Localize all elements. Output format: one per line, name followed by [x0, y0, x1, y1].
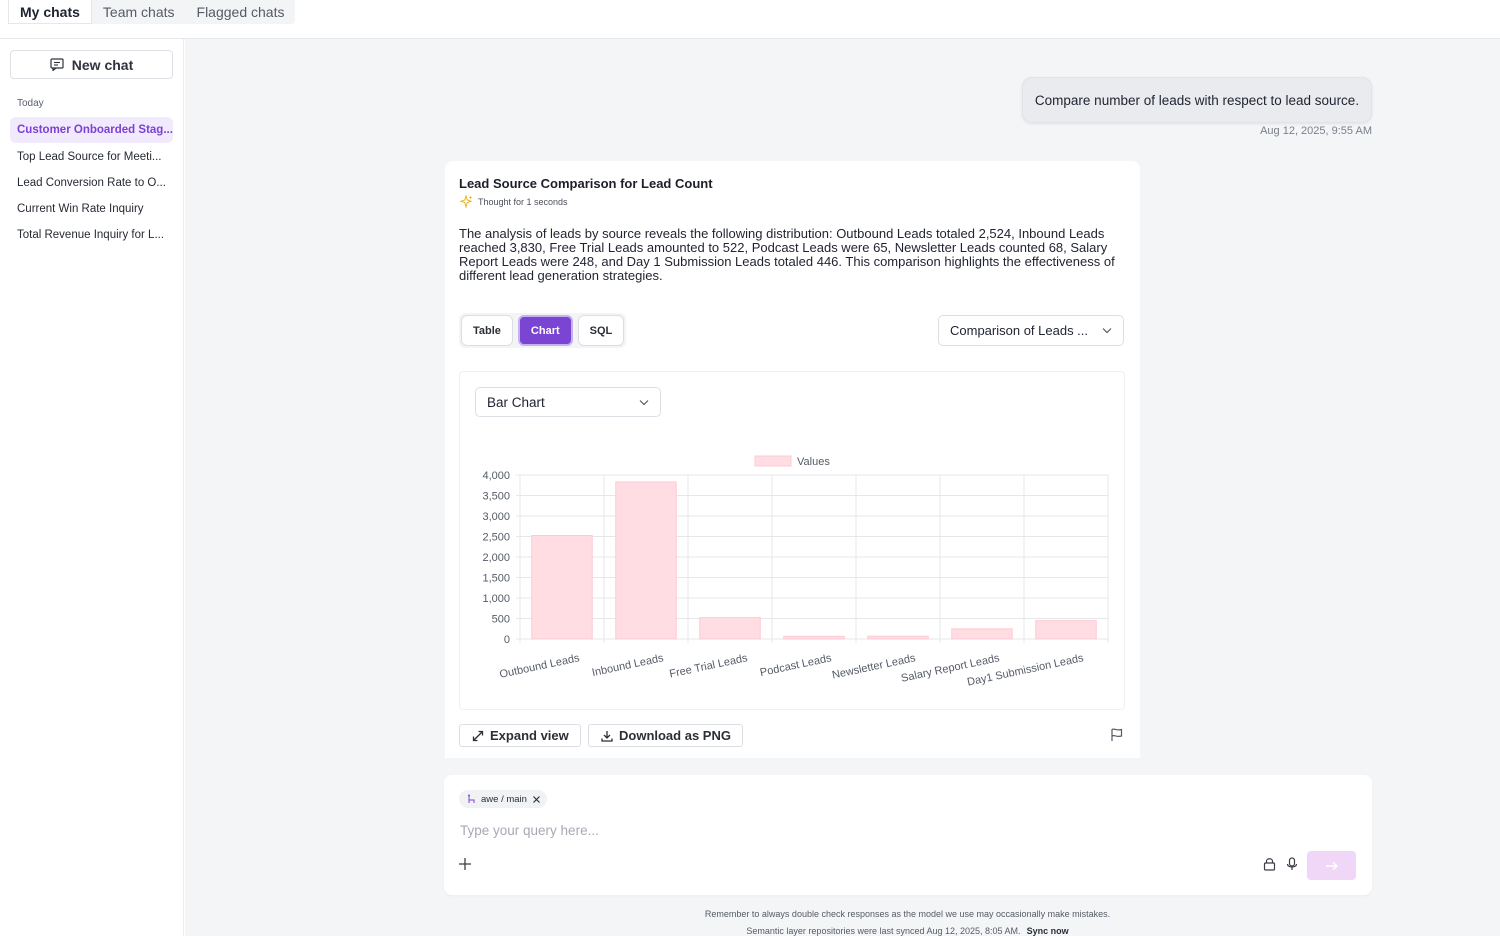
- x-tick-label: Outbound Leads: [499, 652, 582, 681]
- flag-icon[interactable]: [1110, 728, 1123, 742]
- bar: [1035, 620, 1097, 640]
- new-chat-button[interactable]: New chat: [10, 50, 173, 79]
- history-item-lead-conversion[interactable]: Lead Conversion Rate to O...: [17, 177, 166, 189]
- chat-scope-tabs: My chats Team chats Flagged chats: [8, 0, 296, 24]
- chat-bubble-icon: [50, 58, 64, 71]
- lock-icon[interactable]: [1263, 857, 1276, 871]
- microphone-icon[interactable]: [1286, 857, 1298, 871]
- tab-sql[interactable]: SQL: [577, 315, 625, 346]
- download-png-button[interactable]: Download as PNG: [588, 724, 743, 747]
- top-tab-bar: My chats Team chats Flagged chats: [0, 0, 1500, 39]
- chart-type-value: Bar Chart: [487, 394, 545, 410]
- x-tick-label: Inbound Leads: [591, 652, 665, 679]
- chart-container: 0 500 1,000 1,500 2,000 2,500 3,000 3,500 4,000 O…: [459, 371, 1125, 710]
- y-tick-label: 2,000: [482, 552, 510, 564]
- tab-my-chats[interactable]: My chats: [8, 0, 92, 24]
- comparison-select[interactable]: Comparison of Leads ...: [938, 315, 1124, 346]
- view-toggle: Table Chart SQL: [459, 313, 627, 348]
- repo-chip-label: awe / main: [481, 793, 527, 805]
- y-tick-label: 3,000: [482, 511, 510, 523]
- legend-label: Values: [797, 456, 830, 468]
- response-title: Lead Source Comparison for Lead Count: [459, 176, 713, 191]
- thought-label: Thought for 1 seconds: [478, 196, 568, 207]
- response-card: Lead Source Comparison for Lead Count Th…: [445, 161, 1140, 758]
- y-tick-label: 4,000: [482, 470, 510, 482]
- chevron-down-icon: [1102, 328, 1112, 334]
- bar-chart: 0 500 1,000 1,500 2,000 2,500 3,000 3,500 4,000 O…: [482, 455, 1109, 689]
- download-icon: [601, 730, 613, 742]
- repo-chip[interactable]: awe / main: [459, 790, 547, 808]
- bar: [531, 535, 593, 640]
- new-chat-label: New chat: [71, 56, 134, 73]
- sync-status: Semantic layer repositories were last sy…: [185, 926, 1500, 936]
- query-input[interactable]: [460, 820, 1340, 840]
- sidebar: New chat Today Customer Onboarded Stag..…: [0, 39, 184, 936]
- tab-table[interactable]: Table: [461, 315, 513, 346]
- history-item-customer-onboarded[interactable]: Customer Onboarded Stag...: [10, 117, 173, 143]
- branch-icon: [468, 794, 475, 803]
- download-png-label: Download as PNG: [619, 728, 731, 743]
- legend-swatch: [754, 455, 792, 467]
- bar: [783, 635, 845, 640]
- sync-now-link[interactable]: Sync now: [1026, 926, 1069, 936]
- expand-view-label: Expand view: [490, 728, 569, 743]
- close-icon[interactable]: [532, 795, 541, 804]
- tab-team-chats[interactable]: Team chats: [102, 4, 175, 20]
- thought-indicator: Thought for 1 seconds: [459, 195, 568, 208]
- tab-chart[interactable]: Chart: [517, 315, 573, 346]
- user-message: Compare number of leads with respect to …: [1022, 77, 1372, 123]
- y-tick-label: 500: [492, 614, 510, 626]
- send-button[interactable]: [1307, 851, 1356, 880]
- disclaimer-text: Remember to always double check response…: [704, 909, 1111, 919]
- chat-main: Compare number of leads with respect to …: [185, 39, 1500, 936]
- response-summary: The analysis of leads by source reveals …: [459, 226, 1115, 283]
- sparkle-icon: [459, 195, 473, 208]
- history-item-win-rate[interactable]: Current Win Rate Inquiry: [17, 203, 144, 215]
- user-message-timestamp: Aug 12, 2025, 9:55 AM: [1260, 125, 1372, 137]
- y-tick-label: 0: [504, 634, 510, 646]
- plus-icon[interactable]: [458, 857, 472, 871]
- y-tick-label: 1,500: [482, 573, 510, 585]
- x-tick-label: Free Trial Leads: [668, 652, 749, 680]
- history-item-top-lead-source[interactable]: Top Lead Source for Meeti...: [17, 151, 162, 163]
- bar: [951, 628, 1013, 640]
- comparison-select-value: Comparison of Leads ...: [950, 323, 1089, 338]
- chart-type-select[interactable]: Bar Chart: [475, 387, 661, 417]
- history-item-total-revenue[interactable]: Total Revenue Inquiry for L...: [17, 229, 165, 241]
- expand-icon: [472, 730, 484, 741]
- arrow-right-icon: [1325, 861, 1338, 870]
- chevron-down-icon: [639, 400, 649, 406]
- x-tick-label: Podcast Leads: [759, 652, 833, 679]
- sync-status-text: Semantic layer repositories were last sy…: [746, 926, 1021, 936]
- y-tick-label: 3,500: [482, 491, 510, 503]
- y-tick-label: 1,000: [482, 593, 510, 605]
- query-composer: awe / main: [444, 775, 1372, 895]
- history-section-label: Today: [17, 98, 44, 109]
- tab-flagged-chats[interactable]: Flagged chats: [196, 4, 285, 20]
- y-tick-label: 2,500: [482, 532, 510, 544]
- bar: [867, 635, 929, 640]
- expand-view-button[interactable]: Expand view: [459, 724, 581, 747]
- bar: [615, 481, 677, 640]
- bar: [699, 617, 761, 640]
